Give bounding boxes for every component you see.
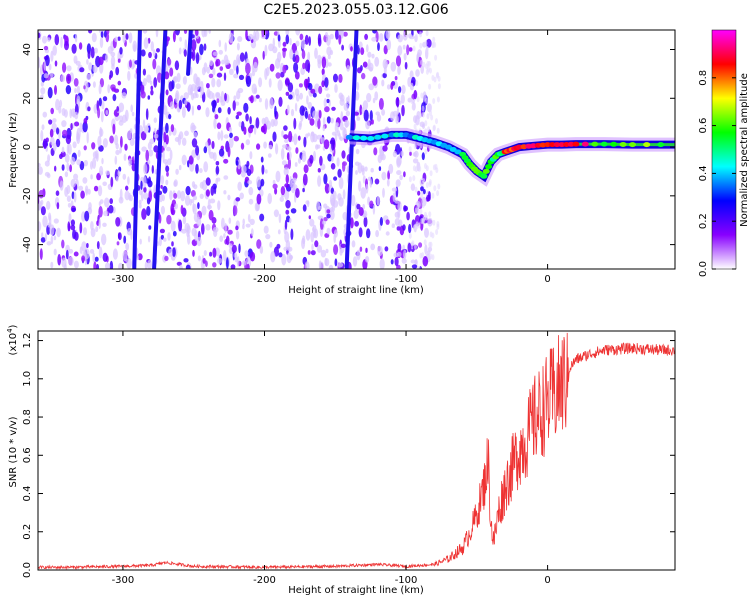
snr-x-tick-label-0: -300 (112, 575, 135, 586)
snr-x-axis-label: Height of straight line (km) (288, 585, 424, 596)
snr-y-tick-label-1: 0.2 (22, 524, 33, 540)
snr-x-tick-label-2: -100 (395, 575, 418, 586)
spectrogram-x-tick-label-0: -300 (112, 274, 135, 285)
spectrogram-x-tick-label-1: -200 (253, 274, 276, 285)
spectrogram-y-tick-label-1: -20 (22, 188, 33, 204)
spectrogram-y-tick-label-2: 0 (22, 144, 33, 150)
snr-x-ticks: -300 -200 -100 0 (112, 331, 551, 586)
spectrogram-noise (38, 30, 441, 269)
svg-text:(x104): (x104) (6, 324, 19, 355)
snr-series-line (38, 332, 675, 570)
colorbar-label: Normalized spectral amplitude (739, 73, 750, 227)
snr-plot-area (38, 332, 675, 570)
figure-title: C2E5.2023.055.03.12.G06 (263, 2, 448, 18)
colorbar-tick-label-4: 0.8 (698, 70, 709, 86)
spectrogram-x-tick-label-2: -100 (395, 274, 418, 285)
colorbar-frame (711, 29, 737, 270)
snr-y-tick-label-6: 1.2 (22, 333, 33, 349)
snr-y-multiplier: (x104) (6, 324, 19, 355)
colorbar-ticks: 0.0 0.2 0.4 0.6 0.8 (698, 70, 736, 277)
spectrogram-y-tick-label-3: 20 (22, 92, 33, 105)
spectrogram-x-axis-label: Height of straight line (km) (288, 285, 424, 296)
colorbar-gradient (712, 30, 736, 269)
spectrogram-y-tick-label-0: -40 (22, 236, 33, 252)
spectrogram-streak-3 (186, 30, 193, 76)
snr-multiplier-exponent: 4 (6, 328, 14, 333)
spectrogram-y-ticks: -40 -20 0 20 40 (22, 43, 675, 253)
spectrogram-y-tick-label-4: 40 (22, 43, 33, 56)
colorbar-tick-label-3: 0.6 (698, 118, 709, 134)
spectrogram-streak-1 (132, 30, 142, 269)
spectrogram-plot-area (38, 30, 675, 269)
snr-x-tick-label-1: -200 (253, 575, 276, 586)
spectrogram-streak-4 (344, 30, 359, 269)
spectrogram-streak-2 (152, 30, 168, 269)
snr-multiplier-close: ) (8, 324, 19, 328)
spectrogram-x-tick-label-3: 0 (544, 274, 550, 285)
snr-y-tick-label-3: 0.6 (22, 447, 33, 463)
spectrogram-y-axis-label: Frequency (Hz) (8, 112, 19, 188)
snr-y-tick-label-5: 1.0 (22, 371, 33, 387)
snr-multiplier-base: (x10 (8, 333, 19, 356)
colorbar-tick-label-2: 0.4 (698, 165, 709, 181)
spectrogram-x-ticks: -300 -200 -100 0 (112, 30, 551, 285)
snr-y-axis-label: SNR (10 * v/v) (8, 416, 19, 487)
colorbar-tick-label-1: 0.2 (698, 213, 709, 229)
snr-panel: -300 -200 -100 0 0.0 0.2 0.4 0.6 0.8 1.0 1.2 Heig… (6, 324, 676, 596)
colorbar: 0.0 0.2 0.4 0.6 0.8 Normalized spectral ampl… (698, 29, 750, 277)
snr-y-tick-label-0: 0.0 (22, 562, 33, 578)
snr-y-tick-label-2: 0.4 (22, 486, 33, 502)
colorbar-tick-label-0: 0.0 (698, 261, 709, 277)
snr-x-tick-label-3: 0 (544, 575, 550, 586)
signal-track-blobs (345, 132, 665, 179)
snr-y-tick-label-4: 0.8 (22, 409, 33, 425)
spectrogram-frame (37, 29, 676, 270)
snr-frame (37, 330, 676, 571)
snr-y-ticks: 0.0 0.2 0.4 0.6 0.8 1.0 1.2 (22, 333, 675, 578)
snr-background (38, 331, 675, 570)
